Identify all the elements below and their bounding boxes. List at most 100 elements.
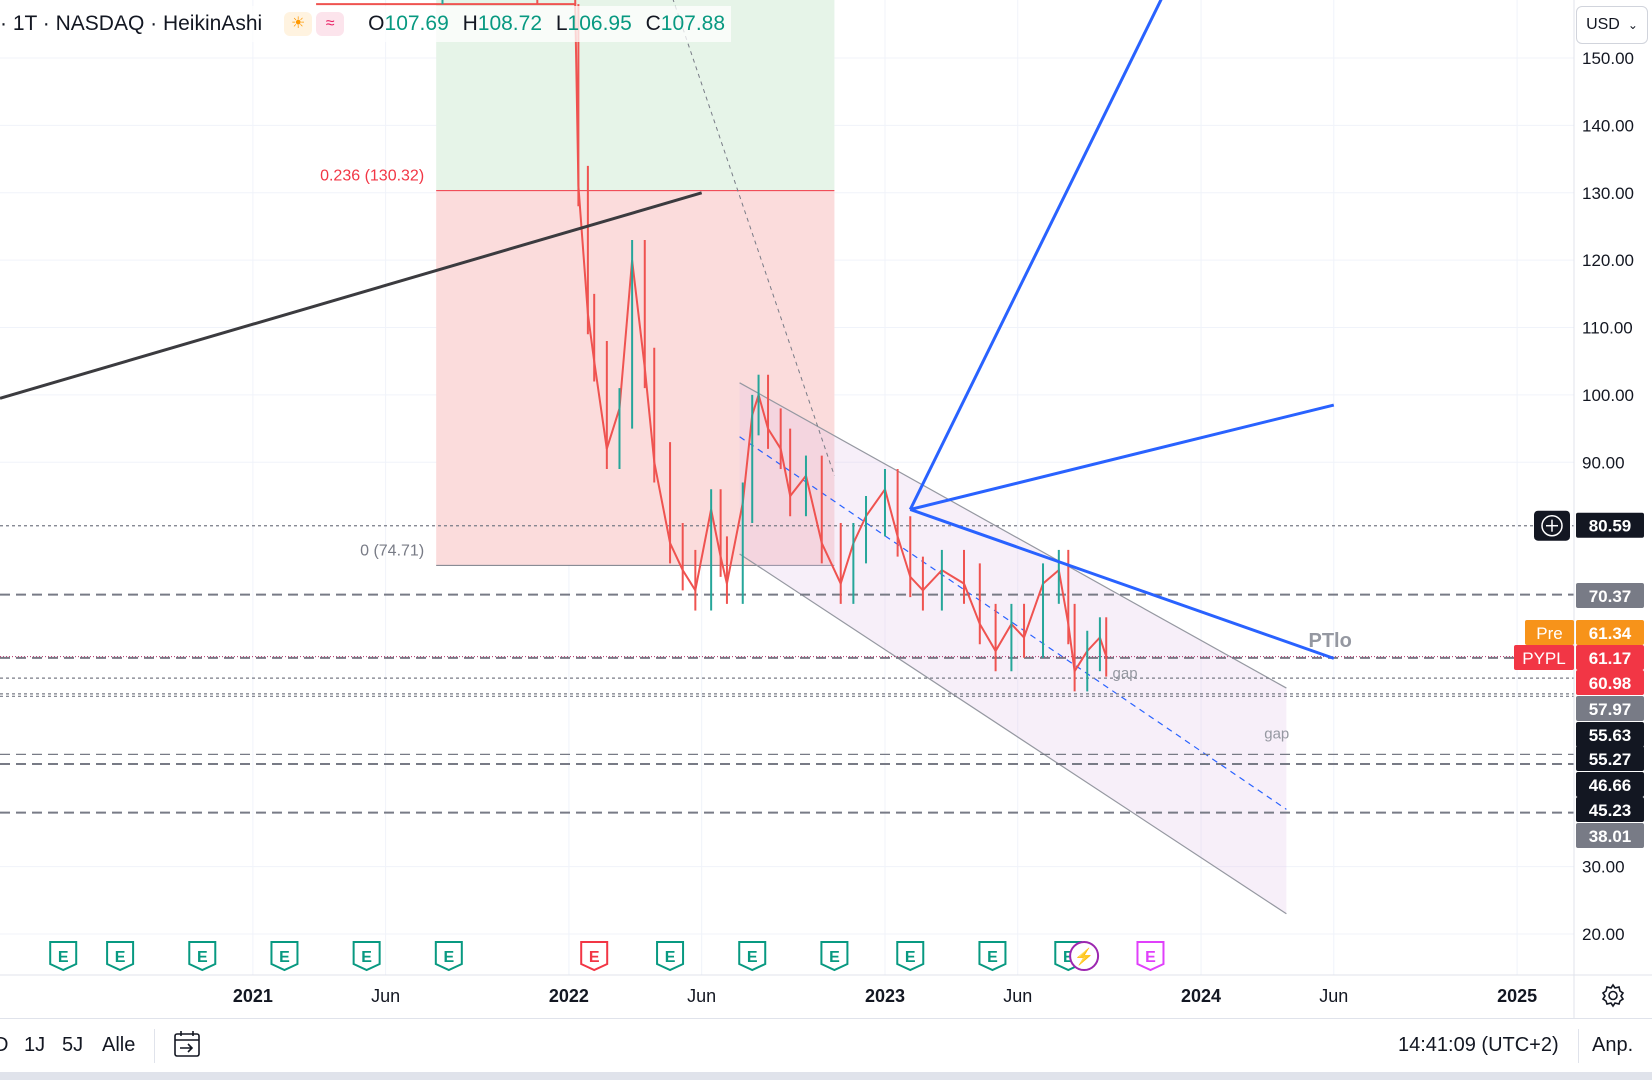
earnings-marker[interactable] (656, 941, 685, 972)
price-tick-label: 30.00 (1582, 858, 1625, 877)
earnings-marker[interactable] (434, 941, 463, 972)
earnings-e-icon: E (987, 949, 998, 966)
divider (154, 1029, 155, 1063)
price-axis-tag-text: 45.23 (1589, 801, 1632, 820)
ohlc-high-value: 108.72 (477, 12, 542, 35)
price-tag-badge (1525, 620, 1574, 645)
earnings-e-icon: E (665, 949, 676, 966)
plus-circle-icon (1541, 514, 1563, 537)
earnings-marker[interactable] (106, 941, 135, 972)
range-1j-button[interactable]: 1J (24, 1034, 46, 1056)
earnings-marker[interactable] (820, 941, 849, 972)
range-d-button[interactable]: D (0, 1034, 9, 1056)
range-alle-button[interactable]: Alle (102, 1034, 136, 1056)
time-tick-label: Jun (371, 986, 400, 1006)
black-trend-line[interactable] (0, 191, 703, 400)
price-axis-tag[interactable] (1576, 620, 1644, 645)
earnings-e-icon: E (905, 949, 916, 966)
currency-label: USD (1586, 16, 1620, 33)
blue-ray-b[interactable] (909, 403, 1335, 511)
price-tick-label: 150.00 (1582, 49, 1634, 68)
ohlc-low-key: L (555, 12, 568, 35)
price-axis-tag[interactable] (1576, 797, 1644, 822)
footer-strip (0, 1072, 1652, 1080)
annotation-gap: gap (1113, 665, 1138, 682)
earnings-e-icon: E (589, 949, 600, 966)
price-axis-tag-text: 80.59 (1589, 517, 1632, 536)
price-axis-tag[interactable] (1576, 746, 1644, 771)
ohlc-open-key: O (368, 12, 385, 35)
price-axis-tag[interactable] (1576, 772, 1644, 797)
price-axis-tag-text: 61.34 (1589, 624, 1632, 643)
fib-trend-dashed-line[interactable] (670, 0, 835, 476)
annotation-ptlo: PTlo (1309, 630, 1352, 652)
earnings-marker[interactable] (580, 941, 609, 972)
earnings-e-icon: E (829, 949, 840, 966)
ohlc-high-key: H (462, 12, 478, 35)
earnings-e-icon: E (279, 949, 290, 966)
price-axis-tag[interactable] (1576, 512, 1644, 538)
blue-ray-a[interactable] (908, 0, 1182, 511)
calendar-range-icon[interactable] (172, 1028, 204, 1060)
currency-select[interactable]: USD ⌄ (1576, 6, 1648, 44)
price-axis-tag[interactable] (1576, 696, 1644, 721)
wave-icon[interactable]: ≈ (316, 12, 345, 36)
earnings-marker[interactable] (896, 941, 925, 972)
price-tick-label: 110.00 (1582, 319, 1633, 338)
earnings-marker[interactable] (1136, 941, 1165, 972)
clock-label[interactable]: 14:41:09 (UTC+2) (1398, 1034, 1559, 1056)
price-axis-tag[interactable] (1576, 583, 1644, 608)
price-axis-tag-text: 57.97 (1589, 700, 1632, 719)
earnings-e-icon: E (1145, 949, 1156, 966)
earnings-marker[interactable] (188, 941, 217, 972)
annotation-gap: gap (1264, 726, 1289, 743)
price-axis-panel[interactable] (1574, 0, 1652, 1018)
earnings-e-icon: E (747, 949, 758, 966)
earnings-marker[interactable] (738, 941, 767, 972)
price-tick-label: 140.00 (1582, 116, 1634, 135)
price-tag-badge (1514, 645, 1574, 670)
adjust-button[interactable]: Anp. (1592, 1034, 1634, 1056)
price-axis-tag[interactable] (1576, 645, 1644, 670)
price-axis-tag-text: 38.01 (1589, 827, 1632, 846)
time-tick-label: 2023 (865, 986, 905, 1006)
regression-channel-fill[interactable] (739, 382, 1287, 914)
time-tick-label: 2024 (1181, 986, 1221, 1006)
channel-upper-line[interactable] (739, 382, 1287, 689)
dividend-lightning-marker[interactable] (1069, 941, 1100, 971)
time-tick-label: 2021 (233, 986, 273, 1006)
ohlc-values: O107.69 H108.72 L106.95 C107.88 (360, 12, 725, 36)
ohlc-low-value: 106.95 (567, 12, 632, 35)
price-series-line (316, 3, 1108, 675)
ohlc-close-key: C (645, 12, 661, 35)
price-axis-tag-text: 61.17 (1589, 649, 1632, 668)
earnings-marker[interactable] (352, 941, 381, 972)
channel-lower-line[interactable] (739, 553, 1287, 915)
price-axis-tag[interactable] (1576, 823, 1644, 848)
price-tick-label: 120.00 (1582, 251, 1634, 270)
earnings-marker[interactable] (978, 941, 1007, 972)
fib-label: 0.236 (130.32) (320, 168, 424, 185)
channel-mid-line[interactable] (739, 436, 1287, 810)
price-axis-tag-text: 60.98 (1589, 674, 1632, 693)
time-tick-label: Jun (1319, 986, 1348, 1006)
earnings-marker[interactable] (49, 941, 78, 972)
price-tick-label: 20.00 (1582, 925, 1625, 944)
earnings-marker[interactable] (270, 941, 299, 972)
range-5j-button[interactable]: 5J (62, 1034, 84, 1056)
lightning-icon: ⚡ (1074, 947, 1094, 966)
earnings-e-icon: E (115, 949, 126, 966)
price-axis-tag[interactable] (1576, 722, 1644, 747)
price-tag-badge-text: PYPL (1522, 649, 1565, 668)
symbol-line[interactable]: · 1T · NASDAQ · HeikinAshi (0, 12, 263, 35)
blue-line-c[interactable] (909, 508, 1335, 660)
chevron-down-icon: ⌄ (1627, 18, 1638, 32)
price-tick-label: 90.00 (1582, 453, 1625, 472)
settings-gear-icon[interactable] (1598, 980, 1628, 1010)
sun-icon[interactable]: ☀ (284, 12, 313, 36)
earnings-e-icon: E (1063, 949, 1074, 966)
price-axis-tag-text: 70.37 (1589, 587, 1632, 606)
price-axis-tag[interactable] (1576, 670, 1644, 695)
price-chart[interactable]: 0.236 (130.32) 0 (74.71) PTlo gap gap E E E E E E E… (0, 0, 1652, 1018)
time-tick-label: Jun (687, 986, 716, 1006)
